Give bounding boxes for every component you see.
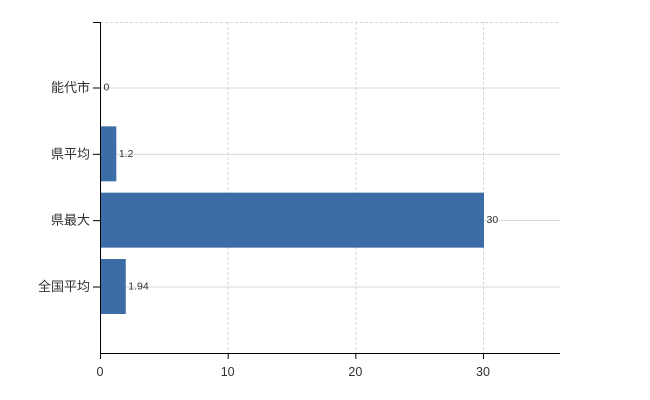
x-tick-label: 0: [97, 365, 104, 379]
value-label: 1.2: [119, 148, 134, 160]
value-label: 30: [487, 214, 499, 226]
category-label: 県最大: [51, 213, 90, 228]
category-label: 能代市: [51, 80, 90, 95]
bar: [101, 126, 117, 182]
category-label: 全国平均: [38, 279, 90, 294]
bar: [101, 258, 126, 314]
x-tick-label: 20: [348, 365, 362, 379]
category-label: 県平均: [51, 146, 90, 161]
bar: [101, 192, 484, 248]
value-label: 0: [104, 82, 110, 94]
x-tick-label: 30: [476, 365, 490, 379]
x-tick-label: 10: [221, 365, 235, 379]
value-label: 1.94: [128, 280, 149, 292]
